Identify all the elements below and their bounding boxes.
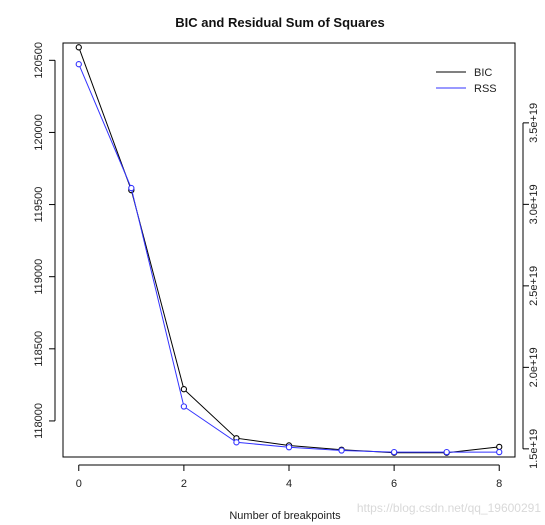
legend-bic-label: BIC (474, 67, 492, 79)
x-axis: 0 2 4 6 8 (76, 464, 502, 490)
y-right-tick-label: 3.5e+19 (528, 103, 540, 143)
rss-point (180, 403, 188, 410)
bic-point (75, 44, 82, 51)
bic-line (78, 47, 500, 454)
rss-point (128, 184, 135, 192)
x-tick-label: 2 (181, 478, 187, 490)
x-tick-label: 8 (496, 478, 502, 490)
x-tick-label: 0 (76, 478, 82, 490)
x-tick-label: 4 (286, 478, 292, 490)
bic-point (496, 443, 503, 451)
y-axis-left: 118000 118500 119000 119500 120000 120500 (33, 42, 56, 439)
y-left-tick-label: 118500 (33, 331, 45, 367)
y-axis-right: 1.5e+19 2.0e+19 2.5e+19 3.0e+19 3.5e+19 (522, 103, 540, 469)
y-right-tick-label: 3.0e+19 (528, 184, 540, 224)
rss-point (390, 448, 398, 456)
y-right-tick-label: 2.5e+19 (528, 266, 540, 306)
y-left-tick-label: 119000 (33, 259, 45, 295)
legend: BIC RSS (436, 67, 497, 95)
series-layer (75, 44, 503, 456)
y-right-tick-label: 1.5e+19 (528, 429, 540, 469)
rss-point (75, 61, 82, 68)
y-left-tick-label: 118000 (33, 403, 45, 439)
bic-point (180, 386, 188, 393)
x-tick-label: 6 (391, 478, 397, 490)
rss-line (78, 64, 500, 453)
rss-point (338, 447, 345, 454)
rss-point (496, 448, 503, 456)
plot-frame (62, 42, 516, 458)
y-left-tick-label: 119500 (33, 187, 45, 223)
rss-point (443, 448, 450, 456)
rss-point (285, 444, 293, 451)
chart-title: BIC and Residual Sum of Squares (175, 15, 385, 30)
y-right-tick-label: 2.0e+19 (528, 347, 540, 387)
watermark-text: https://blog.csdn.net/qq_19600291 (357, 501, 541, 515)
legend-rss-label: RSS (474, 83, 497, 95)
rss-point (233, 439, 240, 446)
y-left-tick-label: 120500 (33, 42, 45, 79)
y-left-tick-label: 120000 (33, 114, 45, 151)
x-axis-title: Number of breakpoints (229, 510, 341, 522)
